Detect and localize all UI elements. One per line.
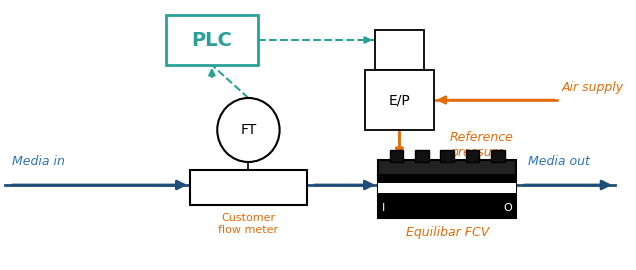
Bar: [190, 170, 307, 205]
Text: O: O: [504, 203, 513, 213]
Text: Media out: Media out: [528, 155, 590, 168]
Bar: [365, 70, 434, 130]
Text: I: I: [382, 203, 385, 213]
Text: PLC: PLC: [191, 31, 232, 49]
Bar: [466, 150, 480, 162]
Text: E/P: E/P: [389, 93, 410, 107]
Bar: [378, 160, 516, 175]
Bar: [378, 183, 516, 193]
Text: Equilibar FCV: Equilibar FCV: [406, 226, 489, 239]
Text: Reference
pressure: Reference pressure: [450, 131, 514, 159]
Bar: [375, 30, 424, 70]
Circle shape: [218, 98, 280, 162]
Bar: [491, 150, 504, 162]
Text: Air supply: Air supply: [562, 81, 625, 94]
Bar: [440, 150, 454, 162]
Text: Customer
flow meter: Customer flow meter: [218, 213, 279, 235]
Bar: [390, 150, 403, 162]
Text: Media in: Media in: [11, 155, 65, 168]
Text: FT: FT: [240, 123, 256, 137]
Bar: [165, 15, 258, 65]
Bar: [378, 175, 516, 218]
Bar: [415, 150, 429, 162]
